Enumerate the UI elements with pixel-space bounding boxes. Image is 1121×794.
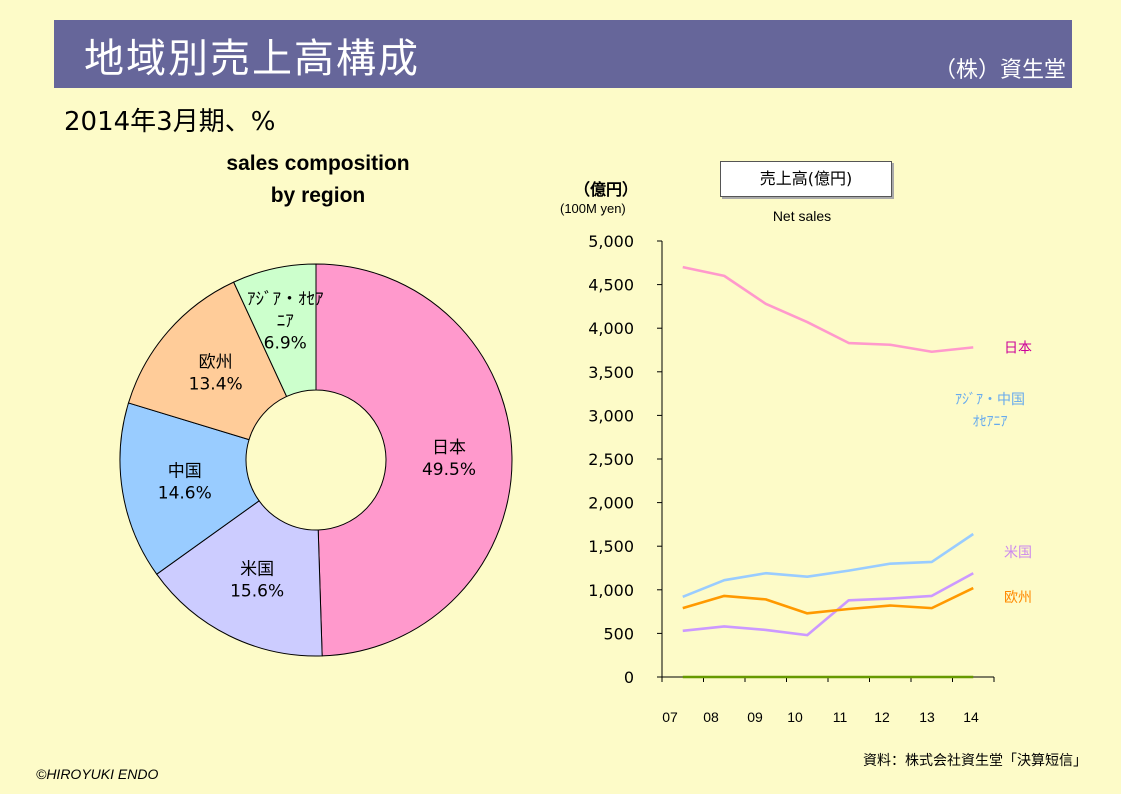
line-series [682, 532, 974, 598]
pie-slice-label: ﾆｱ [277, 311, 294, 331]
pie-slice [127, 281, 288, 441]
page-title: 地域別売上高構成 [84, 36, 420, 82]
title-bar: 地域別売上高構成 （株）資生堂 [54, 20, 1072, 88]
y-tick-label: 4,000 [588, 319, 634, 338]
y-tick-label: 4,500 [588, 276, 634, 295]
pie-slice-label: 米国 [240, 559, 274, 579]
x-tick-label: 07 [662, 709, 678, 725]
x-tick-label: 14 [963, 709, 979, 725]
y-tick-label: 0 [624, 668, 634, 687]
y-tick-label: 2,500 [588, 450, 634, 469]
line-series [682, 586, 974, 615]
pie-slice [232, 263, 317, 398]
pie-slice [156, 500, 323, 657]
y-tick-label: 3,000 [588, 406, 634, 425]
y-tick-label: 500 [603, 624, 634, 643]
copyright: ©HIROYUKI ENDO [36, 766, 159, 782]
y-axis-unit-en: (100M yen) [560, 201, 626, 216]
x-tick-label: 10 [787, 709, 803, 725]
series-label: ｱｼﾞｱ・中国 [955, 392, 1025, 408]
x-tick-label: 11 [833, 709, 848, 725]
series-label: ｵｾｱﾆｱ [973, 414, 1008, 430]
x-tick-label: 09 [747, 709, 763, 725]
pie-slice-label: 中国 [168, 462, 202, 482]
pie-slice-label: 14.6% [158, 484, 212, 504]
x-tick-label: 12 [874, 709, 890, 725]
series-label: 米国 [1004, 545, 1032, 561]
period-subtitle: 2014年3月期、% [64, 107, 276, 137]
pie-slice-label: ｱｼﾞｱ・ｵｾｱ [247, 289, 324, 309]
line-chart-title: 売上高(億円) [720, 161, 892, 197]
y-tick-label: 1,000 [588, 581, 634, 600]
y-tick-label: 3,500 [588, 363, 634, 382]
series-label: 日本 [1004, 340, 1032, 356]
pie-slice-label: 15.6% [230, 581, 284, 601]
pie-slice-label: 6.9% [264, 333, 307, 353]
line-series [682, 265, 974, 354]
pie-slice-label: 日本 [432, 438, 466, 458]
line-chart-subtitle: Net sales [772, 208, 832, 224]
pie-slice-label: 49.5% [422, 460, 476, 480]
pie-title-line1: sales composition [226, 152, 410, 175]
series-label: 欧州 [1004, 590, 1032, 606]
pie-slice [315, 263, 513, 657]
y-tick-label: 1,500 [588, 537, 634, 556]
x-tick-label: 08 [703, 709, 719, 725]
company-name: （株）資生堂 [933, 58, 1066, 83]
source-note: 資料：株式会社資生堂「決算短信」 [863, 753, 1087, 769]
pie-chart-title: sales composition by region [168, 148, 468, 212]
pie-slice-label: 13.4% [189, 375, 243, 395]
line-series [682, 572, 974, 637]
pie-title-line2: by region [270, 184, 366, 207]
pie-slice [119, 402, 260, 575]
y-axis-unit: （億円） [574, 180, 639, 199]
y-tick-label: 2,000 [588, 494, 634, 513]
y-tick-label: 5,000 [588, 232, 634, 251]
x-tick-label: 13 [919, 709, 935, 725]
pie-slice-label: 欧州 [199, 353, 233, 373]
